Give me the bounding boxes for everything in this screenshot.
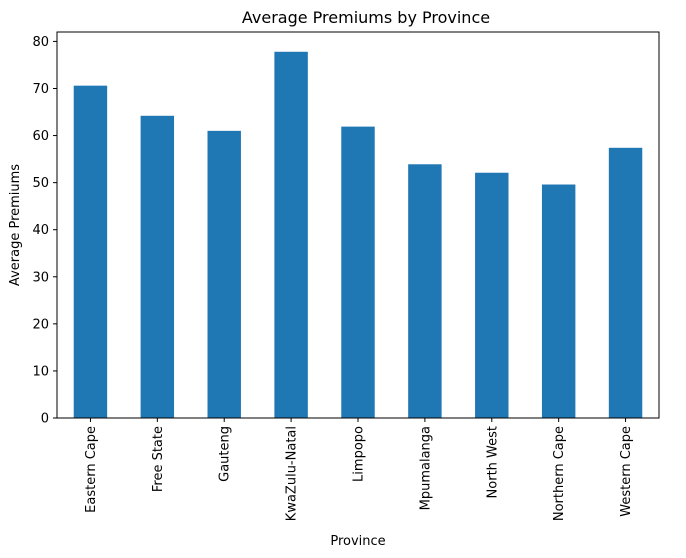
y-tick-label: 20	[32, 317, 49, 332]
x-tick-label: Eastern Cape	[84, 426, 99, 513]
bar-western-cape	[608, 147, 643, 419]
x-tick-label: Western Cape	[619, 426, 634, 517]
y-axis-title: Average Premiums	[8, 164, 23, 286]
bar-northern-cape	[541, 184, 576, 418]
bar-north-west	[475, 172, 509, 418]
x-tick-label: Free State	[151, 426, 166, 492]
y-tick-label: 10	[32, 364, 49, 379]
x-tick-label: Limpopo	[352, 426, 367, 482]
x-tick-label: Northern Cape	[552, 426, 567, 521]
bar-limpopo	[341, 126, 375, 419]
x-tick-label: Gauteng	[218, 426, 233, 482]
bars-group	[73, 51, 643, 419]
y-axis: 0 10 20 30 40 50 60 70 80	[32, 35, 57, 427]
x-axis: Eastern Cape Free State Gauteng KwaZulu-Nat…	[84, 418, 634, 521]
plot-frame	[56, 31, 660, 419]
x-axis-title: Province	[330, 534, 385, 549]
x-tick-label: KwaZulu-Natal	[285, 426, 300, 521]
x-tick-label: North West	[485, 426, 500, 498]
bar-gauteng	[207, 130, 241, 418]
bar-mpumalanga	[408, 164, 442, 418]
y-tick-label: 60	[32, 129, 49, 144]
bar-free-state	[140, 115, 175, 418]
x-tick-label: Mpumalanga	[418, 426, 433, 510]
bar-kwazulu-natal	[274, 51, 308, 419]
y-tick-label: 50	[32, 176, 49, 191]
bar-eastern-cape	[73, 85, 108, 418]
chart-title: Average Premiums by Province	[242, 8, 490, 27]
y-tick-label: 40	[32, 223, 49, 238]
y-tick-label: 70	[32, 82, 49, 97]
y-tick-label: 30	[32, 270, 49, 285]
y-tick-label: 80	[32, 35, 49, 50]
y-tick-label: 0	[41, 412, 49, 427]
